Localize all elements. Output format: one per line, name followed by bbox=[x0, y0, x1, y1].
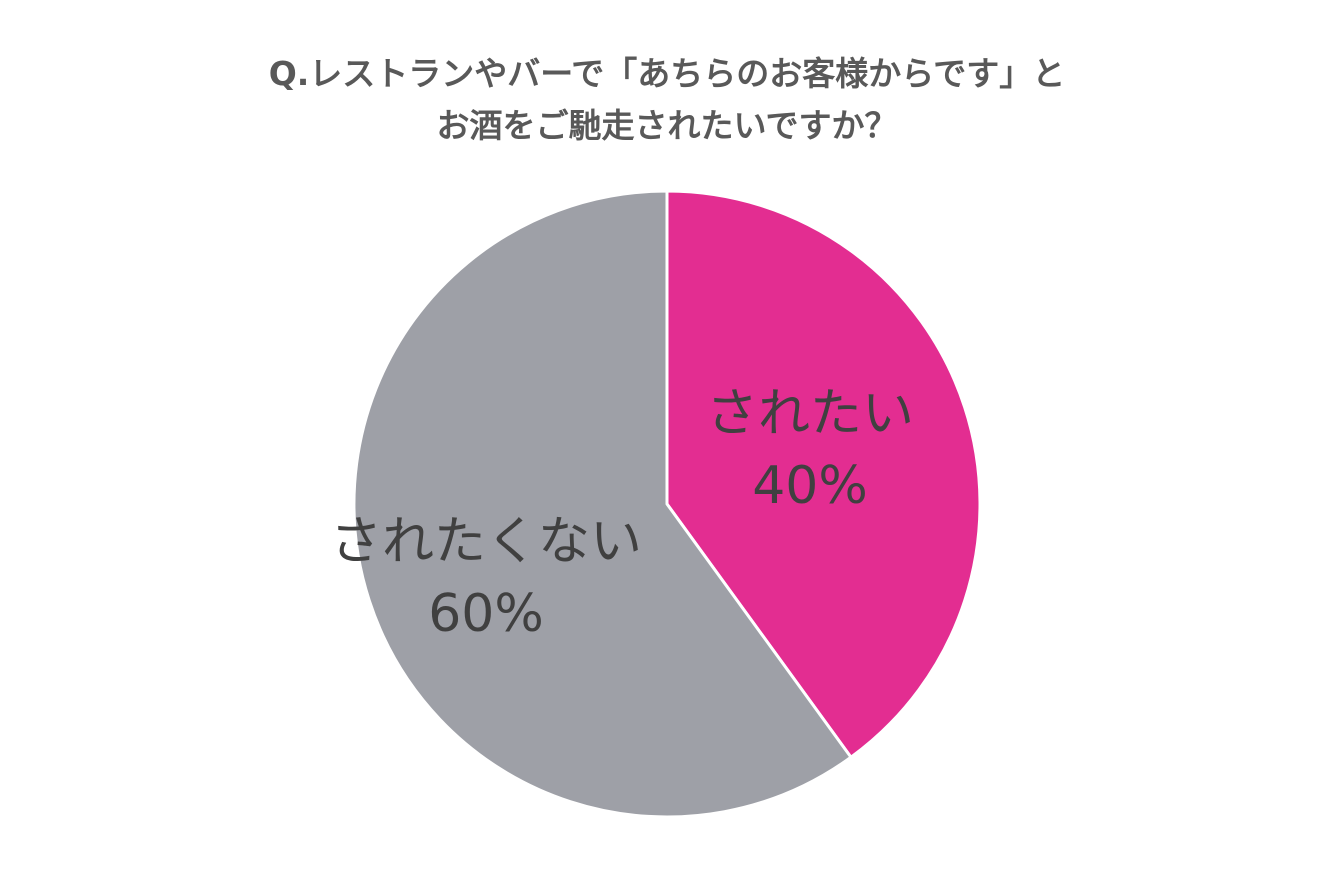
slice-label-yes: されたい 40% bbox=[706, 378, 914, 522]
slice-label-no-value: 60% bbox=[428, 584, 544, 644]
slice-label-yes-name: されたい bbox=[705, 384, 915, 444]
slice-label-no: されたくない 60% bbox=[330, 506, 642, 650]
pie-slice-no bbox=[352, 189, 853, 819]
slice-label-yes-value: 40% bbox=[752, 456, 868, 516]
chart-title-line-1: Q.レストランやバーで「あちらのお客様からです」と bbox=[268, 54, 1066, 93]
pie-slice-yes bbox=[665, 189, 982, 759]
slice-label-no-name: されたくない bbox=[329, 512, 643, 572]
chart-title-line-2: お酒をご馳走されたいですか？ bbox=[436, 106, 898, 145]
chart-title: Q.レストランやバーで「あちらのお客様からです」と お酒をご馳走されたいですか？ bbox=[0, 48, 1334, 152]
